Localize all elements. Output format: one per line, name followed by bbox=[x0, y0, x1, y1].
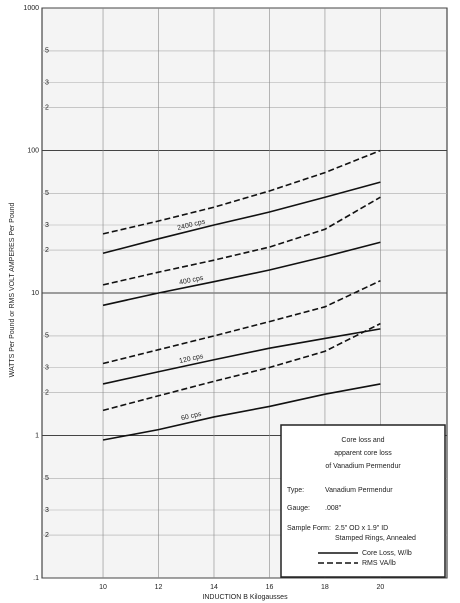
minor-y-tick-label: 2 bbox=[45, 389, 49, 396]
x-tick-label: 18 bbox=[321, 584, 329, 591]
y-tick-label: 10 bbox=[31, 290, 39, 297]
minor-y-tick-label: 3 bbox=[45, 79, 49, 86]
minor-y-tick-label: 3 bbox=[45, 222, 49, 229]
curve bbox=[102, 149, 381, 235]
box-title: of Vanadium Permendur bbox=[325, 463, 401, 470]
box-title: Core loss and bbox=[341, 437, 384, 444]
legend-label: RMS VA/lb bbox=[362, 560, 396, 567]
box-value: .008" bbox=[325, 505, 342, 512]
info-box: Core loss and apparent core loss of Vanadi… bbox=[280, 424, 446, 578]
curve bbox=[102, 181, 381, 255]
curve-label: 400 cps bbox=[179, 275, 205, 287]
minor-y-tick-label: 5 bbox=[45, 48, 49, 55]
minor-y-tick-label: 3 bbox=[45, 364, 49, 371]
minor-y-tick-label: 2 bbox=[45, 532, 49, 539]
box-value: 2.5" OD x 1.9" ID bbox=[335, 525, 388, 532]
info-box-frame bbox=[280, 424, 446, 578]
x-tick-label: 10 bbox=[99, 584, 107, 591]
x-tick-label: 14 bbox=[210, 584, 218, 591]
x-axis-label: INDUCTION B Kilogausses bbox=[202, 594, 288, 601]
curve bbox=[102, 322, 381, 412]
x-tick-label: 16 bbox=[266, 584, 274, 591]
x-tick-label: 12 bbox=[155, 584, 163, 591]
box-key: Type: bbox=[287, 487, 304, 494]
y-tick-label: 1000 bbox=[23, 5, 39, 12]
x-tick-label: 20 bbox=[377, 584, 385, 591]
minor-y-tick-label: 5 bbox=[45, 333, 49, 340]
legend-label: Core Loss, W/lb bbox=[362, 550, 412, 557]
box-title: apparent core loss bbox=[334, 450, 392, 457]
minor-y-tick-label: 5 bbox=[45, 475, 49, 482]
box-value: Stamped Rings, Annealed bbox=[335, 535, 416, 542]
box-key: Gauge: bbox=[287, 505, 310, 512]
curve-label: 60 cps bbox=[180, 411, 202, 423]
minor-y-tick-label: 2 bbox=[45, 247, 49, 254]
minor-y-tick-label: 3 bbox=[45, 507, 49, 514]
y-tick-label: .1 bbox=[33, 575, 39, 582]
minor-y-tick-label: 2 bbox=[45, 104, 49, 111]
curve bbox=[102, 383, 381, 441]
curve bbox=[102, 279, 381, 365]
curve bbox=[102, 196, 381, 286]
curve bbox=[102, 241, 381, 307]
y-axis-label: WATTS Per Pound or RMS VOLT AMPERES Per … bbox=[9, 202, 16, 377]
minor-y-tick-label: 5 bbox=[45, 190, 49, 197]
curve bbox=[102, 328, 381, 385]
y-tick-label: 100 bbox=[27, 147, 39, 154]
box-key: Sample Form: bbox=[287, 525, 331, 532]
y-tick-label: 1 bbox=[35, 432, 39, 439]
box-value: Vanadium Permendur bbox=[325, 487, 393, 494]
